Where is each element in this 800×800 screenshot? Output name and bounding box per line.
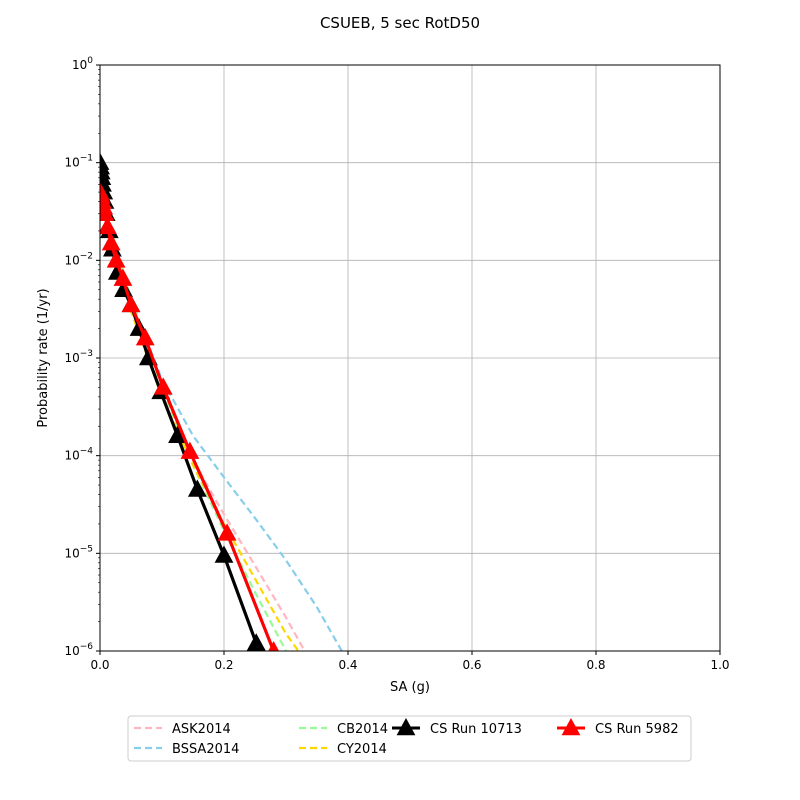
- x-tick-label: 0.2: [214, 658, 233, 672]
- series-line: [100, 162, 258, 644]
- data-point: [246, 633, 266, 651]
- series-line: [100, 191, 276, 651]
- series-cy2014: [100, 191, 300, 651]
- data-point: [100, 216, 117, 235]
- y-tick-label: 100: [72, 56, 93, 72]
- x-tick-label: 0.0: [90, 658, 109, 672]
- y-axis-label: Probability rate (1/yr): [36, 288, 51, 427]
- data-point: [214, 545, 234, 563]
- legend: ASK2014 BSSA2014 CB2014 CY2014 CS Run 10713 C…: [127, 715, 692, 762]
- x-tick-label: 0.8: [586, 658, 605, 672]
- y-tick-label: 10−1: [64, 154, 93, 170]
- x-axis: 0.0 0.2 0.4 0.6 0.8 1.0: [90, 651, 730, 672]
- y-axis: 100 10−1 10−2 10−3 10−4 10−5 10−6: [64, 56, 100, 658]
- data-point: [180, 441, 200, 459]
- data-point: [217, 523, 237, 541]
- data-point: [135, 328, 155, 346]
- legend-box: [127, 715, 692, 762]
- legend-label: CB2014: [337, 722, 388, 737]
- x-tick-label: 0.6: [462, 658, 481, 672]
- legend-label: CS Run 5982: [595, 722, 679, 737]
- x-tick-label: 1.0: [710, 658, 729, 672]
- series-cs-run-10713: [100, 152, 266, 651]
- legend-item: CS Run 5982: [557, 717, 679, 737]
- y-tick-label: 10−4: [64, 447, 93, 463]
- x-tick-label: 0.4: [338, 658, 357, 672]
- y-tick-label: 10−6: [64, 642, 93, 658]
- data-point: [100, 203, 115, 221]
- series-ask2014: [100, 191, 306, 651]
- legend-label: BSSA2014: [172, 742, 239, 757]
- legend-item: CY2014: [299, 742, 387, 757]
- legend-label: CY2014: [337, 742, 387, 757]
- chart-title: CSUEB, 5 sec RotD50: [320, 14, 480, 32]
- data-point: [121, 294, 141, 313]
- data-point: [101, 233, 121, 251]
- data-point: [153, 377, 173, 395]
- data-point: [113, 268, 133, 286]
- legend-item: CB2014: [299, 722, 388, 737]
- x-axis-label: SA (g): [390, 680, 430, 695]
- series-line: [100, 191, 306, 651]
- legend-marker: [396, 717, 416, 736]
- data-point: [106, 250, 126, 268]
- legend-label: ASK2014: [172, 722, 231, 737]
- y-tick-label: 10−3: [64, 349, 93, 365]
- legend-item: CS Run 10713: [392, 717, 522, 737]
- legend-item: ASK2014: [134, 722, 231, 737]
- grid: [99, 64, 721, 652]
- legend-label: CS Run 10713: [430, 722, 522, 737]
- series-line: [100, 191, 343, 651]
- y-tick-label: 10−2: [64, 251, 93, 267]
- data-point: [268, 640, 280, 651]
- series-bssa2014: [100, 191, 343, 651]
- series-layer: [100, 152, 343, 651]
- legend-item: BSSA2014: [134, 742, 239, 757]
- legend-marker: [561, 717, 581, 736]
- data-point: [187, 479, 207, 497]
- series-line: [100, 191, 300, 651]
- y-tick-label: 10−5: [64, 544, 93, 560]
- series-cs-run-5982: [100, 182, 280, 651]
